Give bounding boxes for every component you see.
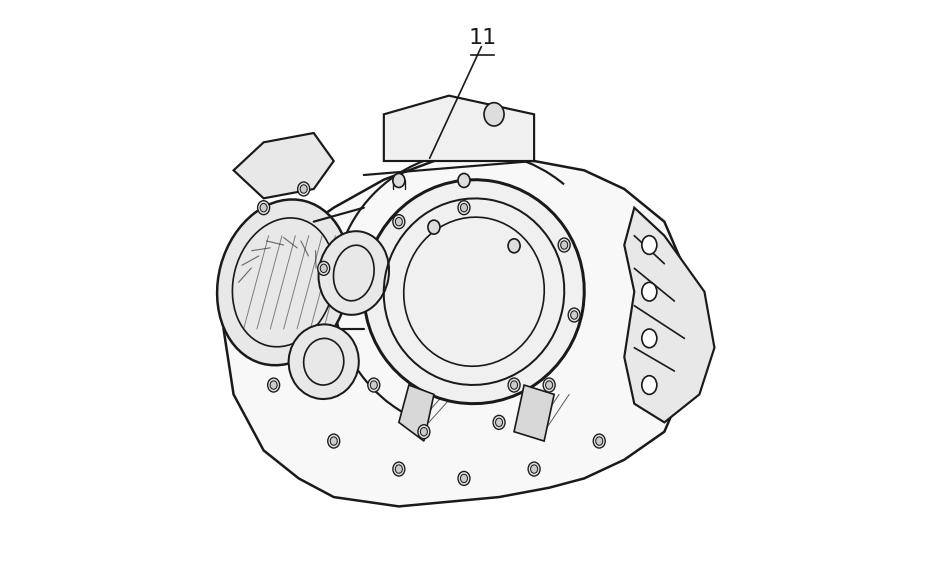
Ellipse shape <box>288 324 358 399</box>
Ellipse shape <box>546 381 553 389</box>
Ellipse shape <box>642 283 657 301</box>
Polygon shape <box>514 385 555 441</box>
Ellipse shape <box>642 376 657 394</box>
Ellipse shape <box>395 465 402 473</box>
Ellipse shape <box>428 220 440 234</box>
Ellipse shape <box>328 434 339 448</box>
Ellipse shape <box>392 214 405 229</box>
Ellipse shape <box>320 264 327 272</box>
Ellipse shape <box>458 173 470 188</box>
Ellipse shape <box>260 204 267 212</box>
Ellipse shape <box>531 465 538 473</box>
Ellipse shape <box>395 217 402 226</box>
Ellipse shape <box>217 200 350 366</box>
Ellipse shape <box>458 471 470 486</box>
Ellipse shape <box>508 378 520 392</box>
Ellipse shape <box>571 311 577 319</box>
Polygon shape <box>384 96 534 161</box>
Ellipse shape <box>508 239 520 253</box>
Polygon shape <box>224 152 700 506</box>
Polygon shape <box>399 385 434 441</box>
Ellipse shape <box>568 308 580 322</box>
Ellipse shape <box>484 102 504 126</box>
Ellipse shape <box>461 204 467 212</box>
Ellipse shape <box>420 427 428 436</box>
Ellipse shape <box>493 415 505 430</box>
Ellipse shape <box>318 261 330 275</box>
Ellipse shape <box>558 238 570 252</box>
Ellipse shape <box>461 474 467 483</box>
Ellipse shape <box>270 381 277 389</box>
Ellipse shape <box>511 381 518 389</box>
Ellipse shape <box>642 236 657 255</box>
Polygon shape <box>625 208 715 422</box>
Ellipse shape <box>258 201 269 214</box>
Text: 11: 11 <box>468 29 497 49</box>
Ellipse shape <box>642 329 657 348</box>
Ellipse shape <box>392 462 405 476</box>
Ellipse shape <box>319 231 389 315</box>
Ellipse shape <box>496 418 502 427</box>
Ellipse shape <box>595 437 603 445</box>
Ellipse shape <box>593 434 605 448</box>
Ellipse shape <box>392 173 405 188</box>
Ellipse shape <box>267 378 280 392</box>
Ellipse shape <box>371 381 377 389</box>
Ellipse shape <box>364 180 584 404</box>
Ellipse shape <box>418 425 430 439</box>
Ellipse shape <box>298 182 310 196</box>
Ellipse shape <box>368 378 380 392</box>
Ellipse shape <box>458 201 470 214</box>
Ellipse shape <box>528 462 540 476</box>
Ellipse shape <box>301 185 307 193</box>
Ellipse shape <box>330 437 337 445</box>
Ellipse shape <box>543 378 556 392</box>
Ellipse shape <box>560 241 568 249</box>
Polygon shape <box>233 133 334 198</box>
